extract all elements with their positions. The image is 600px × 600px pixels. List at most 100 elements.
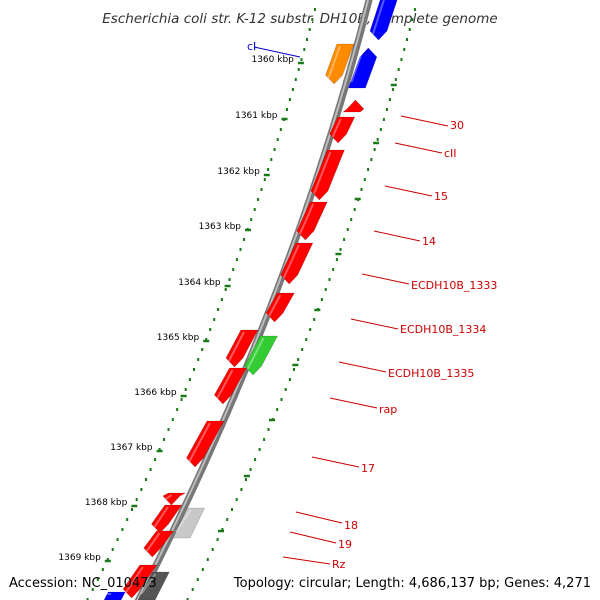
track-dot xyxy=(245,478,247,481)
gene-label[interactable]: 18 xyxy=(344,519,358,532)
track-dot xyxy=(249,468,252,471)
track-dot xyxy=(171,418,174,421)
gene-feature-30[interactable] xyxy=(342,99,365,113)
track-dot xyxy=(350,218,353,221)
gene-label[interactable]: ECDH10B_1333 xyxy=(411,279,497,292)
gene-feature-14[interactable] xyxy=(296,201,328,241)
track-dot xyxy=(408,28,411,31)
gene-feature-17-shine xyxy=(188,422,211,462)
accession-text: Accession: NC_010473 xyxy=(9,576,157,591)
gene-feature-unlabeled[interactable] xyxy=(325,43,355,85)
gene-feature-18-shine xyxy=(175,509,192,533)
gene-feature-19[interactable] xyxy=(143,530,175,558)
track-dot xyxy=(288,98,291,101)
gene-labels: cI 30 cII 15 14 ECDH10B_1333 ECDH10B_1334 ECDH1… xyxy=(247,40,497,571)
gene-feature-unlabeled[interactable] xyxy=(103,591,126,600)
track-dot xyxy=(400,58,403,61)
track-dot xyxy=(346,228,349,231)
gene-label[interactable]: Rz xyxy=(332,558,346,571)
track-dot xyxy=(411,18,414,21)
gene-label[interactable]: ECDH10B_1335 xyxy=(388,367,474,380)
track-dot xyxy=(254,458,257,461)
track-dot xyxy=(267,168,270,171)
track-dot xyxy=(140,488,143,491)
outer-dotted-track xyxy=(186,8,416,600)
gene-feature-15-shine xyxy=(312,151,332,195)
gene-feature-19-shine xyxy=(145,532,161,552)
track-dot xyxy=(343,238,346,241)
gene-label-leader xyxy=(295,511,343,524)
gene-label[interactable]: 17 xyxy=(361,462,375,475)
track-dot xyxy=(263,178,266,181)
gene-label[interactable]: 15 xyxy=(434,190,448,203)
gene-label[interactable]: ECDH10B_1334 xyxy=(400,323,486,336)
gene-feature-30-shine xyxy=(345,101,351,107)
track-dot xyxy=(116,538,119,541)
track-dot xyxy=(106,558,109,561)
inner-dotted-track xyxy=(86,8,316,600)
track-dot xyxy=(373,148,376,151)
track-dot xyxy=(388,98,391,101)
track-dot xyxy=(250,218,253,221)
track-dot xyxy=(280,398,283,401)
gene-feature-15[interactable] xyxy=(310,149,345,201)
gene-feature-ci[interactable] xyxy=(369,0,399,41)
track-dot xyxy=(205,338,208,341)
gene-feature-rap[interactable] xyxy=(214,367,248,405)
track-dot xyxy=(353,208,356,211)
track-dot xyxy=(253,208,256,211)
track-dot xyxy=(201,568,204,571)
track-dot xyxy=(309,328,312,331)
track-dot xyxy=(335,258,338,261)
gene-feature-rap-shine xyxy=(216,369,234,399)
topology-text: Topology: circular; Length: 4,686,137 bp… xyxy=(233,576,591,591)
track-dot xyxy=(243,238,246,241)
gene-label[interactable]: 19 xyxy=(338,538,352,551)
gene-feature-red-extra[interactable] xyxy=(225,329,259,368)
track-dot xyxy=(320,298,323,301)
gene-features xyxy=(103,0,399,600)
gene-feature-red-extra[interactable] xyxy=(162,492,186,506)
gene-feature-18[interactable] xyxy=(172,507,205,539)
gene-label[interactable]: 14 xyxy=(422,235,436,248)
track-dot xyxy=(306,38,308,41)
track-dot xyxy=(311,18,314,21)
gene-feature-unlabeled[interactable] xyxy=(137,571,170,600)
gene-feature-ecdh10b-1335[interactable] xyxy=(244,335,278,376)
ruler-tick-label: 1361 kbp xyxy=(235,111,278,121)
gene-label[interactable]: cII xyxy=(444,147,457,160)
track-dot xyxy=(397,68,400,71)
track-dot xyxy=(145,478,147,481)
track-dot xyxy=(313,318,316,321)
gene-feature-red-extra-shine xyxy=(165,494,173,500)
gene-label-leader xyxy=(311,456,360,468)
track-dot xyxy=(308,28,311,31)
backbone-highlight xyxy=(136,0,370,600)
gene-label-leader xyxy=(394,142,443,154)
track-dot xyxy=(186,598,189,600)
track-dot xyxy=(294,78,297,81)
gene-feature-ecdh10b-1334[interactable] xyxy=(265,292,295,323)
gene-feature-unlabeled-shine xyxy=(140,573,157,595)
gene-feature-rz[interactable] xyxy=(122,564,158,599)
track-dot xyxy=(276,138,279,141)
track-dot xyxy=(406,38,408,41)
track-dot xyxy=(188,378,191,381)
gene-feature-unlabeled[interactable] xyxy=(347,47,378,89)
ruler-tick-label: 1366 kbp xyxy=(134,388,177,398)
track-dot xyxy=(376,138,379,141)
gene-label[interactable]: 30 xyxy=(450,119,464,132)
ruler-tick-label: 1368 kbp xyxy=(85,498,128,508)
gene-label[interactable]: rap xyxy=(379,403,397,416)
gene-label[interactable]: cI xyxy=(247,40,256,53)
gene-feature-ecdh10b-1333[interactable] xyxy=(280,242,314,285)
track-dot xyxy=(86,598,89,600)
gene-feature-red-extra[interactable] xyxy=(151,504,183,534)
track-dot xyxy=(391,88,394,91)
track-dot xyxy=(221,528,224,531)
gene-feature-cii[interactable] xyxy=(329,116,356,144)
gene-feature-17[interactable] xyxy=(186,420,225,468)
track-dot xyxy=(270,158,273,161)
track-dot xyxy=(228,278,231,281)
